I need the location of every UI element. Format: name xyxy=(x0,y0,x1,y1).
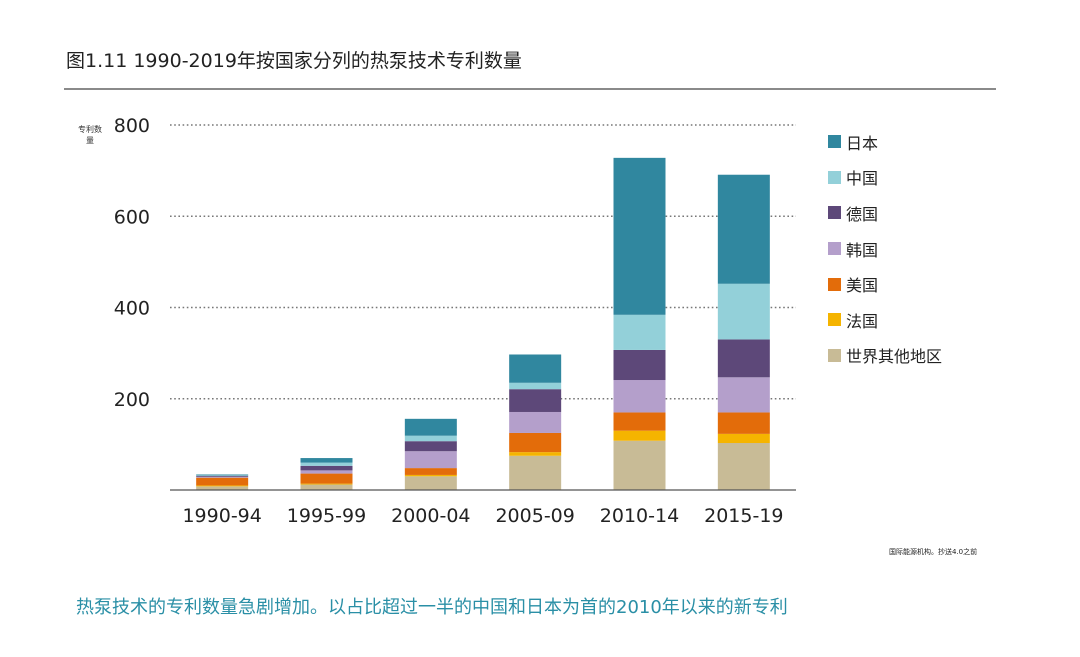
chart-caption: 热泵技术的专利数量急剧增加。以占比超过一半的中国和日本为首的2010年以来的新专… xyxy=(76,597,788,618)
y-tick-label: 400 xyxy=(114,298,150,320)
bar-segment xyxy=(300,470,353,474)
x-tick-label: 1990-94 xyxy=(182,505,261,527)
legend-label: 法国 xyxy=(846,311,879,331)
bar-segment xyxy=(300,473,353,484)
bar-segment xyxy=(717,174,770,284)
legend-swatch xyxy=(828,170,841,184)
legend-item: 世界其他地区 xyxy=(828,338,942,374)
legend-item: 韩国 xyxy=(828,231,942,267)
legend-item: 美国 xyxy=(828,266,942,302)
legend-label: 韩国 xyxy=(846,240,879,260)
grid-lines xyxy=(170,124,796,400)
bar-segment xyxy=(196,475,249,477)
bar-segment xyxy=(717,283,770,340)
legend-swatch xyxy=(828,206,841,220)
y-tick-label: 200 xyxy=(114,389,150,411)
bar-segment xyxy=(196,485,249,487)
legend-item: 日本 xyxy=(828,124,942,160)
legend-label: 世界其他地区 xyxy=(846,347,943,367)
x-tick-labels: 1990-94 1995-99 2000-04 2005-09 2010-14 2015-… xyxy=(182,505,783,527)
legend-item: 法国 xyxy=(828,302,942,338)
title-rule xyxy=(64,88,996,90)
bar-segment xyxy=(404,476,457,490)
bar-segment xyxy=(300,483,353,485)
x-tick-label: 2010-14 xyxy=(600,505,679,527)
bar-segment xyxy=(300,465,353,471)
x-tick-label: 1995-99 xyxy=(287,505,366,527)
bar-segment xyxy=(717,412,770,434)
legend-swatch xyxy=(828,135,841,149)
legend-item: 德国 xyxy=(828,195,942,231)
bar-segment xyxy=(300,462,353,466)
legend-item: 中国 xyxy=(828,160,942,196)
bars xyxy=(196,157,770,490)
legend-label: 中国 xyxy=(846,169,879,189)
bar-segment xyxy=(300,458,353,463)
legend-swatch xyxy=(828,277,841,291)
bar-segment xyxy=(404,468,457,475)
bar-segment xyxy=(509,411,562,433)
source-note: 国际能源机构。抄送4.0之前 xyxy=(889,548,978,556)
x-tick-label: 2000-04 xyxy=(391,505,470,527)
legend-label: 德国 xyxy=(846,204,879,224)
legend-label: 美国 xyxy=(846,276,879,296)
y-axis-label: 专利数量 xyxy=(78,125,102,145)
legend-label: 日本 xyxy=(846,133,879,153)
bar-segment xyxy=(613,380,666,413)
bar-segment xyxy=(509,455,562,490)
bar-segment xyxy=(717,377,770,413)
legend: 日本中国德国韩国美国法国世界其他地区 xyxy=(828,124,942,373)
bar-segment xyxy=(613,440,666,490)
bar-segment xyxy=(196,476,249,478)
bar-segment xyxy=(717,433,770,444)
bar-segment xyxy=(509,452,562,456)
bar-segment xyxy=(300,484,353,490)
bar-segment xyxy=(404,451,457,469)
x-tick-label: 2015-19 xyxy=(704,505,783,527)
legend-swatch xyxy=(828,242,841,256)
y-tick-label: 800 xyxy=(114,115,150,137)
bar-segment xyxy=(404,418,457,436)
y-tick-labels: 200 400 600 800 xyxy=(114,115,150,411)
bar-segment xyxy=(509,389,562,412)
bar-segment xyxy=(613,157,666,315)
bar-segment xyxy=(613,430,666,441)
bar-segment xyxy=(404,435,457,442)
x-tick-label: 2005-09 xyxy=(495,505,574,527)
bar-segment xyxy=(196,477,249,486)
bar-segment xyxy=(613,349,666,381)
y-tick-label: 600 xyxy=(114,206,150,228)
bar-segment xyxy=(196,474,249,476)
legend-swatch xyxy=(828,348,841,362)
chart-title: 图1.11 1990-2019年按国家分列的热泵技术专利数量 xyxy=(66,50,522,72)
bar-segment xyxy=(509,354,562,383)
bar-segment xyxy=(509,382,562,390)
bar-segment xyxy=(509,432,562,453)
legend-swatch xyxy=(828,313,841,327)
bar-segment xyxy=(613,412,666,431)
bar-segment xyxy=(404,441,457,452)
bar-segment xyxy=(196,486,249,490)
bar-segment xyxy=(404,474,457,477)
bar-segment xyxy=(613,314,666,350)
bar-segment xyxy=(717,339,770,378)
bar-segment xyxy=(717,443,770,490)
